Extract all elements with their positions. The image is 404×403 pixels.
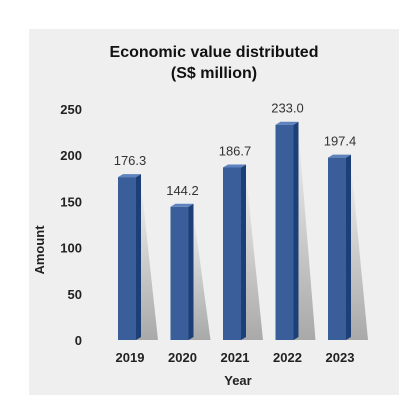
bar: [275, 124, 294, 340]
bar-shadow: [241, 173, 263, 340]
bar-shadow: [346, 163, 368, 340]
chart-panel: Economic value distributed (S$ million) …: [29, 29, 399, 395]
bar-side: [188, 203, 194, 340]
bar: [223, 167, 241, 340]
y-tick-label: 200: [60, 148, 82, 163]
bar-chart: Economic value distributed (S$ million) …: [32, 44, 368, 388]
bar-top: [275, 121, 299, 125]
x-tick-label: 2021: [221, 350, 250, 365]
data-label: 144.2: [166, 183, 199, 198]
x-tick-label: 2023: [326, 350, 355, 365]
bar-shadow: [136, 183, 158, 340]
x-tick-label: 2019: [116, 350, 145, 365]
y-tick-label: 0: [75, 333, 82, 348]
bar-side: [293, 121, 299, 340]
bar-top: [118, 174, 141, 178]
plot-area: 0 50 100 150 200 250 176.3 2019 144.2 2020 186.7 20…: [60, 101, 368, 365]
x-axis-label: Year: [224, 373, 251, 388]
chart-subtitle: (S$ million): [171, 65, 257, 82]
data-label: 197.4: [324, 134, 357, 149]
bar-top: [170, 203, 194, 207]
bar-shadow: [188, 212, 211, 340]
bar-top: [328, 154, 351, 158]
data-label: 233.0: [271, 101, 304, 116]
bar-top: [223, 164, 246, 168]
x-tick-label: 2020: [168, 350, 197, 365]
bar-side: [241, 164, 246, 340]
bar: [328, 157, 346, 340]
y-axis-label: Amount: [32, 225, 47, 275]
bar-shadow: [293, 130, 316, 340]
data-label: 176.3: [114, 153, 147, 168]
bar-side: [136, 174, 141, 340]
y-tick-label: 50: [68, 287, 82, 302]
bar: [170, 206, 189, 340]
y-tick-label: 250: [60, 102, 82, 117]
bar: [118, 177, 136, 340]
y-tick-label: 150: [60, 194, 82, 209]
x-tick-label: 2022: [273, 350, 302, 365]
bar-side: [346, 154, 351, 340]
chart-title: Economic value distributed: [110, 44, 319, 61]
data-label: 186.7: [219, 143, 252, 158]
y-tick-label: 100: [60, 241, 82, 256]
